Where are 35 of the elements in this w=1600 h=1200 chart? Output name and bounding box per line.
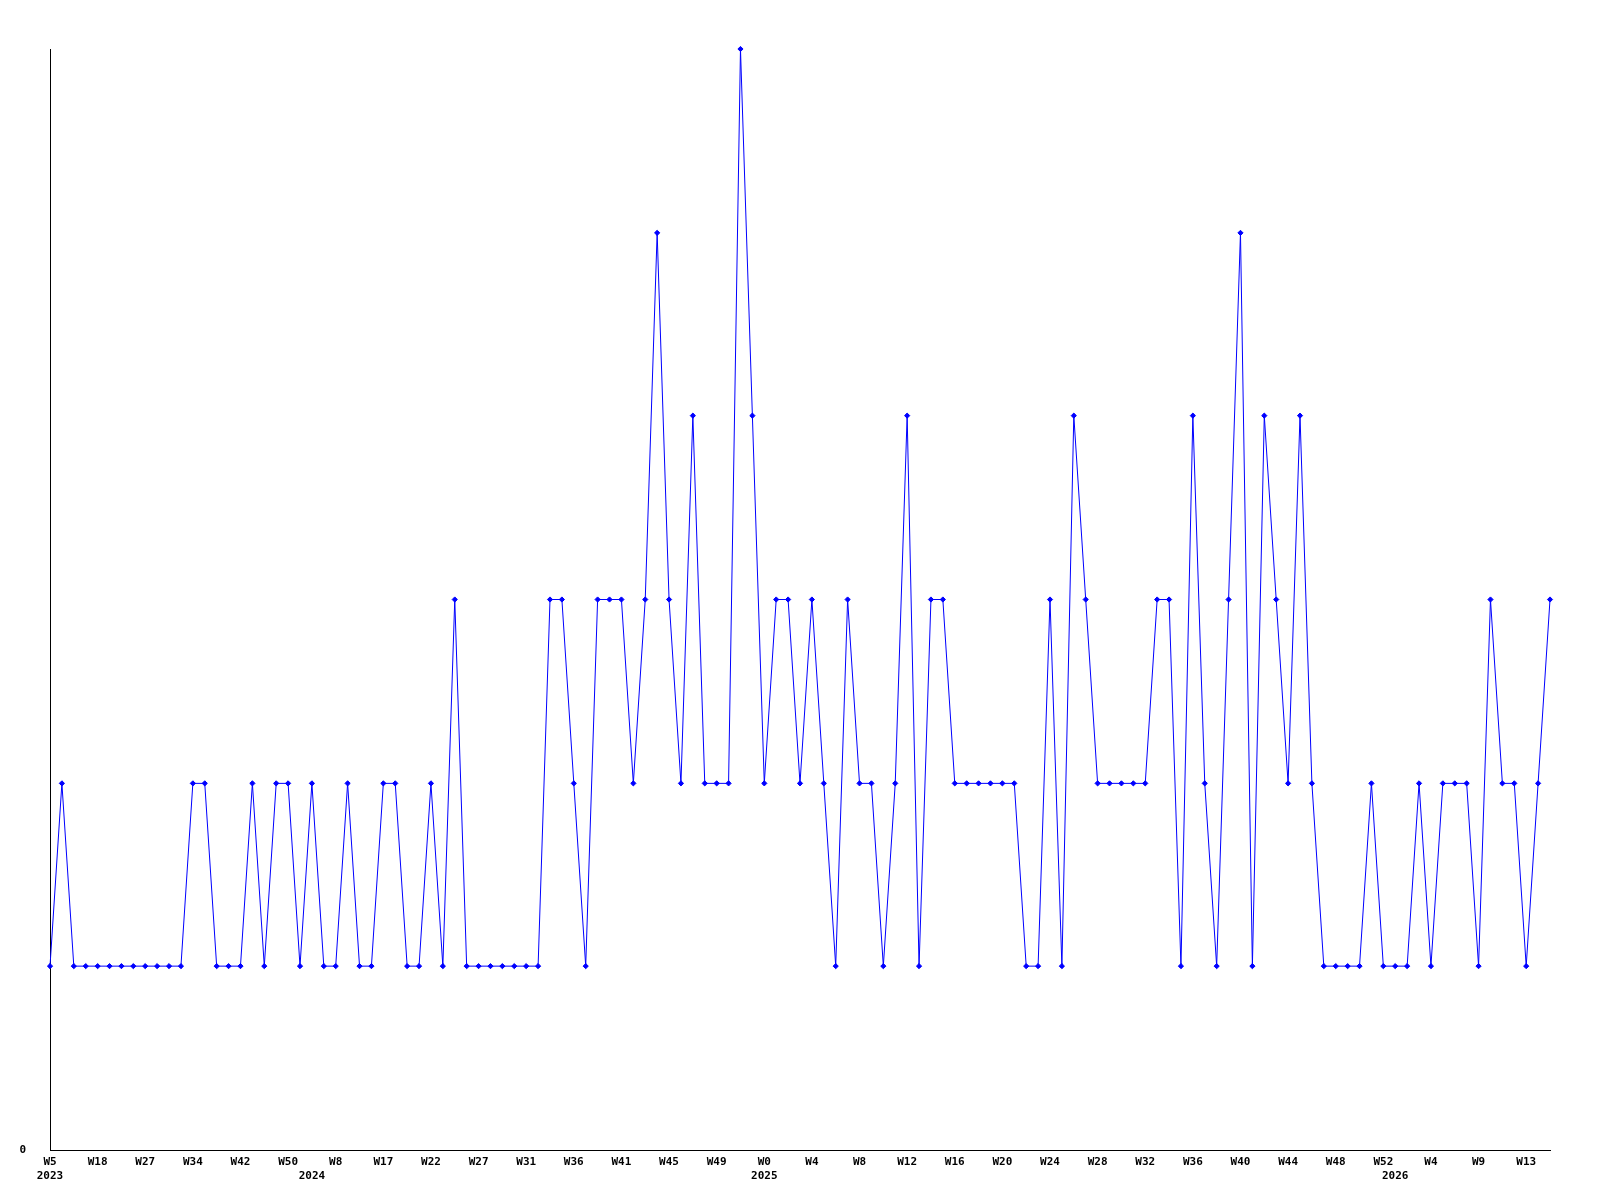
x-tick-label: W5 2023: [36, 1155, 64, 1182]
x-tick-label: W34: [182, 1155, 204, 1169]
x-tick-label: W22: [421, 1155, 441, 1169]
x-tick-label: W32: [1135, 1155, 1156, 1169]
x-tick-label: 2026: [1381, 1168, 1409, 1182]
x-tick-label: W49: [706, 1155, 727, 1169]
x-tick-label: W44: [1278, 1155, 1299, 1169]
x-tick-label: W4: [805, 1155, 819, 1169]
x-tick-label: W16: [944, 1155, 966, 1169]
x-tick-label: W31: [516, 1155, 537, 1169]
x-tick-label: W28: [1087, 1155, 1108, 1169]
x-tick-label: W42: [230, 1155, 251, 1169]
x-tick-label: W41: [611, 1155, 632, 1169]
x-tick-label: W20: [992, 1155, 1013, 1169]
x-tick-label: W8: [852, 1155, 867, 1169]
x-tick-label: 2024: [298, 1168, 326, 1182]
x-tick-label: W50: [278, 1155, 299, 1169]
x-tick-label: W18: [87, 1155, 108, 1169]
x-tick-label: W13: [1516, 1155, 1537, 1169]
x-tick-label: W0 2025: [751, 1155, 778, 1182]
x-tick-label: W17: [373, 1155, 394, 1169]
x-tick-label: W27: [468, 1155, 489, 1169]
x-tick-label: W48: [1325, 1155, 1346, 1169]
x-tick-label: W52: [1373, 1155, 1394, 1169]
x-tick-label: W36: [1182, 1155, 1204, 1169]
x-tick-label: W9: [1471, 1155, 1486, 1169]
x-tick-label: W24: [1040, 1155, 1061, 1169]
text: 0: [19, 1142, 26, 1156]
x-tick-label: W45: [659, 1155, 679, 1169]
x-tick-label: W8: [329, 1155, 343, 1169]
x-tick-label: W4: [1424, 1155, 1438, 1169]
x-tick-label: W36: [563, 1155, 585, 1169]
x-tick-label: W12: [897, 1155, 918, 1169]
x-tick-label: W27: [135, 1155, 156, 1169]
x-tick-label: W40: [1230, 1155, 1251, 1169]
